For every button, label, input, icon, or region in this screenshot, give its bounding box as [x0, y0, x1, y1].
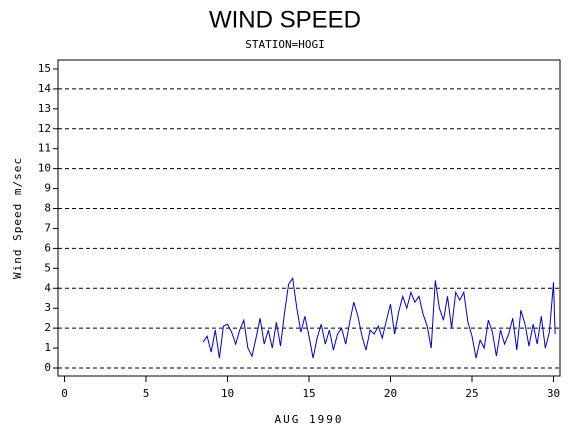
x-tick-label: 20 — [384, 387, 397, 400]
x-tick-label: 5 — [143, 387, 150, 400]
y-tick-label: 12 — [38, 122, 51, 135]
chart-subtitle: STATION=HOGI — [245, 38, 324, 51]
y-tick-label: 11 — [38, 142, 51, 155]
y-tick-label: 6 — [44, 241, 51, 254]
y-tick-label: 5 — [44, 261, 51, 274]
x-tick-label: 10 — [221, 387, 234, 400]
y-tick-label: 7 — [44, 221, 51, 234]
y-tick-label: 4 — [44, 281, 51, 294]
x-tick-label: 15 — [302, 387, 315, 400]
x-tick-label: 0 — [61, 387, 68, 400]
y-tick-label: 0 — [44, 361, 51, 374]
chart-title: WIND SPEED — [209, 6, 361, 33]
y-tick-label: 13 — [38, 102, 51, 115]
x-tick-label: 30 — [547, 387, 560, 400]
y-axis-title: Wind Speed m/sec — [11, 157, 24, 279]
x-axis-title: AUG 1990 — [275, 413, 344, 426]
y-tick-label: 1 — [44, 341, 51, 354]
y-tick-label: 2 — [44, 321, 51, 334]
data-line — [202, 276, 556, 359]
y-tick-label: 15 — [38, 62, 51, 75]
y-tick-label: 8 — [44, 202, 51, 215]
plot-frame — [57, 59, 561, 377]
y-tick-label: 3 — [44, 301, 51, 314]
y-tick-label: 9 — [44, 182, 51, 195]
y-tick-label: 14 — [38, 82, 52, 95]
y-tick-label: 10 — [38, 162, 51, 175]
x-tick-label: 25 — [465, 387, 478, 400]
